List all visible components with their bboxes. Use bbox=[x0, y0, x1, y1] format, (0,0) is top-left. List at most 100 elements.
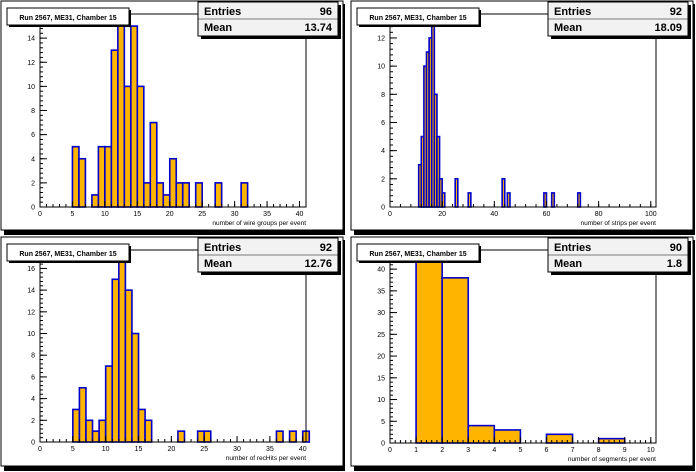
histogram-svg: 0 5 10 15 20 25 30 35 40 0 2 4 6 8 10 12 14 16 number of r… bbox=[0, 236, 345, 471]
chart-title: Run 2567, ME31, Chamber 15 bbox=[369, 251, 466, 258]
histogram-bar bbox=[123, 85, 132, 208]
stats-entries-value: 92 bbox=[670, 6, 682, 18]
x-tick-label: 8 bbox=[597, 447, 601, 454]
x-tick-label: 40 bbox=[299, 446, 307, 453]
histogram-panel-wire-groups: 0 5 10 15 20 25 30 35 40 0 2 4 6 8 10 12 14 number of wir… bbox=[0, 0, 346, 236]
x-tick-label: 20 bbox=[167, 446, 175, 453]
x-tick-label: 4 bbox=[492, 447, 496, 454]
histogram-bar bbox=[175, 182, 184, 208]
x-tick-label: 10 bbox=[102, 446, 110, 453]
histogram-bar bbox=[117, 25, 126, 208]
y-tick-label: 5 bbox=[381, 419, 385, 426]
y-tick-label: 8 bbox=[31, 108, 35, 115]
x-tick-label: 7 bbox=[571, 447, 575, 454]
x-tick-label: 25 bbox=[200, 446, 208, 453]
x-axis-title: number of strips per event bbox=[580, 220, 656, 227]
title-frame bbox=[356, 243, 480, 262]
x-tick-label: 5 bbox=[70, 211, 74, 218]
histogram-svg: 0 5 10 15 20 25 30 35 40 0 2 4 6 8 10 12 14 number of wir… bbox=[0, 0, 345, 235]
chart-title: Run 2567, ME31, Chamber 15 bbox=[369, 15, 466, 22]
histogram-bar bbox=[506, 192, 511, 208]
histogram-bar bbox=[177, 430, 186, 443]
histogram-bar bbox=[501, 178, 506, 208]
y-tick-label: 4 bbox=[31, 156, 35, 163]
histogram-bar bbox=[104, 145, 113, 208]
histogram-bar bbox=[240, 182, 249, 208]
histogram-bar bbox=[97, 145, 106, 208]
x-tick-label: 25 bbox=[198, 211, 206, 218]
histogram-bar bbox=[467, 424, 496, 444]
stats-box: Entries 96 Mean 13.74 bbox=[197, 1, 341, 39]
plot-frame bbox=[39, 249, 307, 443]
y-tick-label: 16 bbox=[27, 266, 35, 273]
y-tick-label: 10 bbox=[27, 84, 35, 91]
x-tick-label: 10 bbox=[647, 447, 655, 454]
y-tick-label: 10 bbox=[377, 397, 385, 404]
x-axis-title: number of segments per event bbox=[568, 456, 656, 463]
title-box: Run 2567, ME31, Chamber 15 bbox=[356, 243, 481, 263]
y-tick-label: 12 bbox=[27, 309, 35, 316]
histogram-bar bbox=[85, 419, 94, 443]
histogram-bar bbox=[415, 259, 443, 444]
y-tick-label: 6 bbox=[31, 374, 35, 381]
histogram-svg: 0 1 2 3 4 5 6 7 8 9 10 0 5 10 15 20 25 30 35 40 number of se… bbox=[350, 236, 695, 471]
x-tick-label: 0 bbox=[38, 211, 42, 218]
histogram-bar bbox=[124, 289, 133, 443]
pad-frame bbox=[350, 0, 694, 231]
x-tick-label: 30 bbox=[231, 211, 239, 218]
histogram-bar bbox=[104, 365, 114, 443]
x-tick-label: 40 bbox=[296, 211, 304, 218]
y-tick-label: 30 bbox=[377, 310, 385, 317]
histogram-bar bbox=[91, 430, 100, 443]
x-tick-label: 0 bbox=[388, 447, 392, 454]
x-tick-label: 0 bbox=[38, 446, 42, 453]
y-tick-label: 10 bbox=[377, 64, 385, 71]
x-tick-label: 15 bbox=[133, 211, 141, 218]
y-tick-label: 20 bbox=[377, 354, 385, 361]
x-tick-label: 35 bbox=[266, 446, 274, 453]
x-tick-label: 2 bbox=[440, 447, 444, 454]
stats-entries-label: Entries bbox=[204, 6, 241, 18]
plot-frame bbox=[389, 13, 657, 208]
histogram-panel-strips: 0 20 40 60 80 100 0 2 4 6 8 10 12 number of strips pe… bbox=[350, 0, 696, 236]
y-tick-label: 2 bbox=[31, 418, 35, 425]
y-tick-label: 0 bbox=[381, 205, 385, 212]
stats-mean-label: Mean bbox=[554, 22, 582, 34]
histogram-bar bbox=[110, 49, 119, 208]
y-axis: 0 2 4 6 8 10 12 14 16 bbox=[27, 250, 47, 447]
y-tick-label: 6 bbox=[31, 132, 35, 139]
title-box: Run 2567, ME31, Chamber 15 bbox=[6, 7, 131, 27]
x-axis: 0 5 10 15 20 25 30 35 40 bbox=[38, 201, 307, 218]
histogram-bar bbox=[71, 145, 80, 208]
y-tick-label: 0 bbox=[381, 441, 385, 448]
y-tick-label: 15 bbox=[377, 375, 385, 382]
histogram-bar bbox=[203, 430, 212, 443]
histogram-bar bbox=[91, 194, 100, 208]
stats-entries-value: 92 bbox=[320, 242, 332, 254]
histogram-bar bbox=[143, 182, 152, 208]
histogram-bar bbox=[194, 182, 203, 208]
x-tick-label: 0 bbox=[388, 211, 392, 218]
stats-entries-label: Entries bbox=[554, 242, 591, 254]
stats-box: Entries 92 Mean 12.76 bbox=[197, 237, 341, 275]
x-axis: 0 1 2 3 4 5 6 7 8 9 10 bbox=[388, 437, 657, 454]
histogram-bar bbox=[130, 25, 139, 208]
histogram-bar bbox=[118, 256, 127, 443]
x-tick-label: 40 bbox=[490, 211, 498, 218]
x-axis: 0 20 40 60 80 100 bbox=[388, 201, 657, 218]
y-tick-label: 4 bbox=[381, 148, 385, 155]
histogram-bar bbox=[288, 430, 297, 443]
histogram-bar bbox=[144, 419, 153, 443]
histogram-svg: 0 20 40 60 80 100 0 2 4 6 8 10 12 number of strips pe… bbox=[350, 0, 695, 235]
histogram-panel-rechits: 0 5 10 15 20 25 30 35 40 0 2 4 6 8 10 12 14 16 number of r… bbox=[0, 236, 346, 472]
pad-frame bbox=[0, 236, 344, 467]
histogram-bar bbox=[131, 332, 140, 443]
histogram-bar bbox=[72, 408, 81, 443]
stats-mean-value: 12.76 bbox=[304, 258, 332, 270]
title-frame bbox=[356, 7, 480, 26]
histogram-bar bbox=[137, 408, 146, 443]
histogram-bars bbox=[415, 259, 626, 444]
stats-box: Entries 90 Mean 1.8 bbox=[547, 237, 691, 275]
y-tick-label: 2 bbox=[31, 180, 35, 187]
stats-mean-value: 1.8 bbox=[667, 258, 682, 270]
